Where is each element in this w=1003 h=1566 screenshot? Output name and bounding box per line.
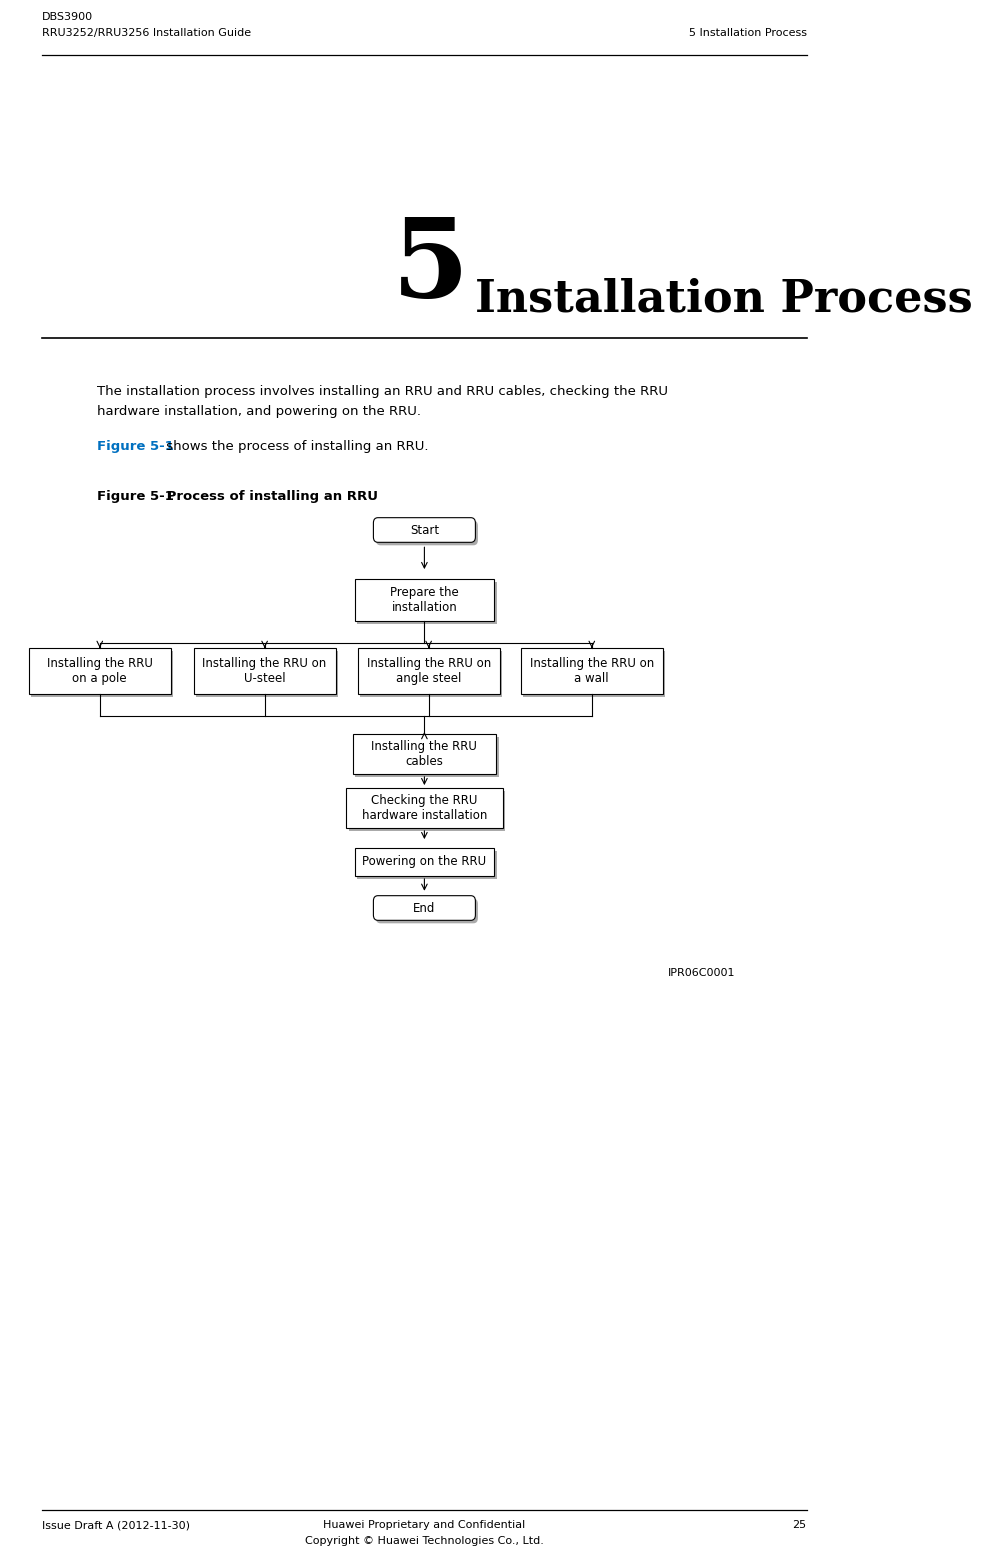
- Text: The installation process involves installing an RRU and RRU cables, checking the: The installation process involves instal…: [97, 385, 668, 398]
- Text: Installing the RRU on
a wall: Installing the RRU on a wall: [530, 658, 653, 684]
- FancyBboxPatch shape: [375, 899, 477, 924]
- Text: 25: 25: [791, 1521, 805, 1530]
- Bar: [352, 734, 495, 774]
- Text: Figure 5-1: Figure 5-1: [97, 490, 174, 503]
- FancyBboxPatch shape: [373, 518, 475, 542]
- Text: Figure 5-1: Figure 5-1: [97, 440, 174, 453]
- Bar: [354, 579, 493, 622]
- Text: DBS3900: DBS3900: [42, 13, 93, 22]
- Text: Installing the RRU on
angle steel: Installing the RRU on angle steel: [366, 658, 490, 684]
- Text: IPR06C0001: IPR06C0001: [667, 968, 735, 979]
- Text: hardware installation, and powering on the RRU.: hardware installation, and powering on t…: [97, 406, 421, 418]
- Text: Installing the RRU
cables: Installing the RRU cables: [371, 741, 476, 767]
- Bar: [355, 738, 498, 777]
- Text: Process of installing an RRU: Process of installing an RRU: [162, 490, 378, 503]
- Bar: [196, 651, 338, 697]
- Text: Prepare the
installation: Prepare the installation: [389, 586, 458, 614]
- Bar: [348, 791, 505, 832]
- Text: End: End: [413, 902, 435, 915]
- Text: Issue Draft A (2012-11-30): Issue Draft A (2012-11-30): [42, 1521, 191, 1530]
- Text: RRU3252/RRU3256 Installation Guide: RRU3252/RRU3256 Installation Guide: [42, 28, 251, 38]
- FancyBboxPatch shape: [373, 896, 475, 921]
- Text: 5: 5: [391, 213, 468, 319]
- Text: shows the process of installing an RRU.: shows the process of installing an RRU.: [162, 440, 428, 453]
- Bar: [29, 648, 171, 694]
- Bar: [31, 651, 174, 697]
- Bar: [194, 648, 335, 694]
- Text: Start: Start: [409, 523, 438, 537]
- Bar: [360, 651, 502, 697]
- FancyBboxPatch shape: [375, 520, 477, 545]
- Text: Installation Process: Installation Process: [474, 277, 972, 319]
- Bar: [357, 850, 496, 879]
- Text: Installing the RRU on
U-steel: Installing the RRU on U-steel: [203, 658, 326, 684]
- Bar: [521, 648, 662, 694]
- Text: Huawei Proprietary and Confidential: Huawei Proprietary and Confidential: [323, 1521, 525, 1530]
- Bar: [346, 788, 503, 828]
- Text: 5 Installation Process: 5 Installation Process: [688, 28, 805, 38]
- Text: Checking the RRU
hardware installation: Checking the RRU hardware installation: [361, 794, 486, 822]
- Text: Copyright © Huawei Technologies Co., Ltd.: Copyright © Huawei Technologies Co., Ltd…: [305, 1536, 544, 1546]
- Text: Installing the RRU
on a pole: Installing the RRU on a pole: [47, 658, 152, 684]
- Bar: [357, 648, 499, 694]
- Bar: [523, 651, 665, 697]
- Bar: [354, 849, 493, 875]
- Text: Powering on the RRU: Powering on the RRU: [362, 855, 486, 869]
- Bar: [357, 583, 496, 623]
